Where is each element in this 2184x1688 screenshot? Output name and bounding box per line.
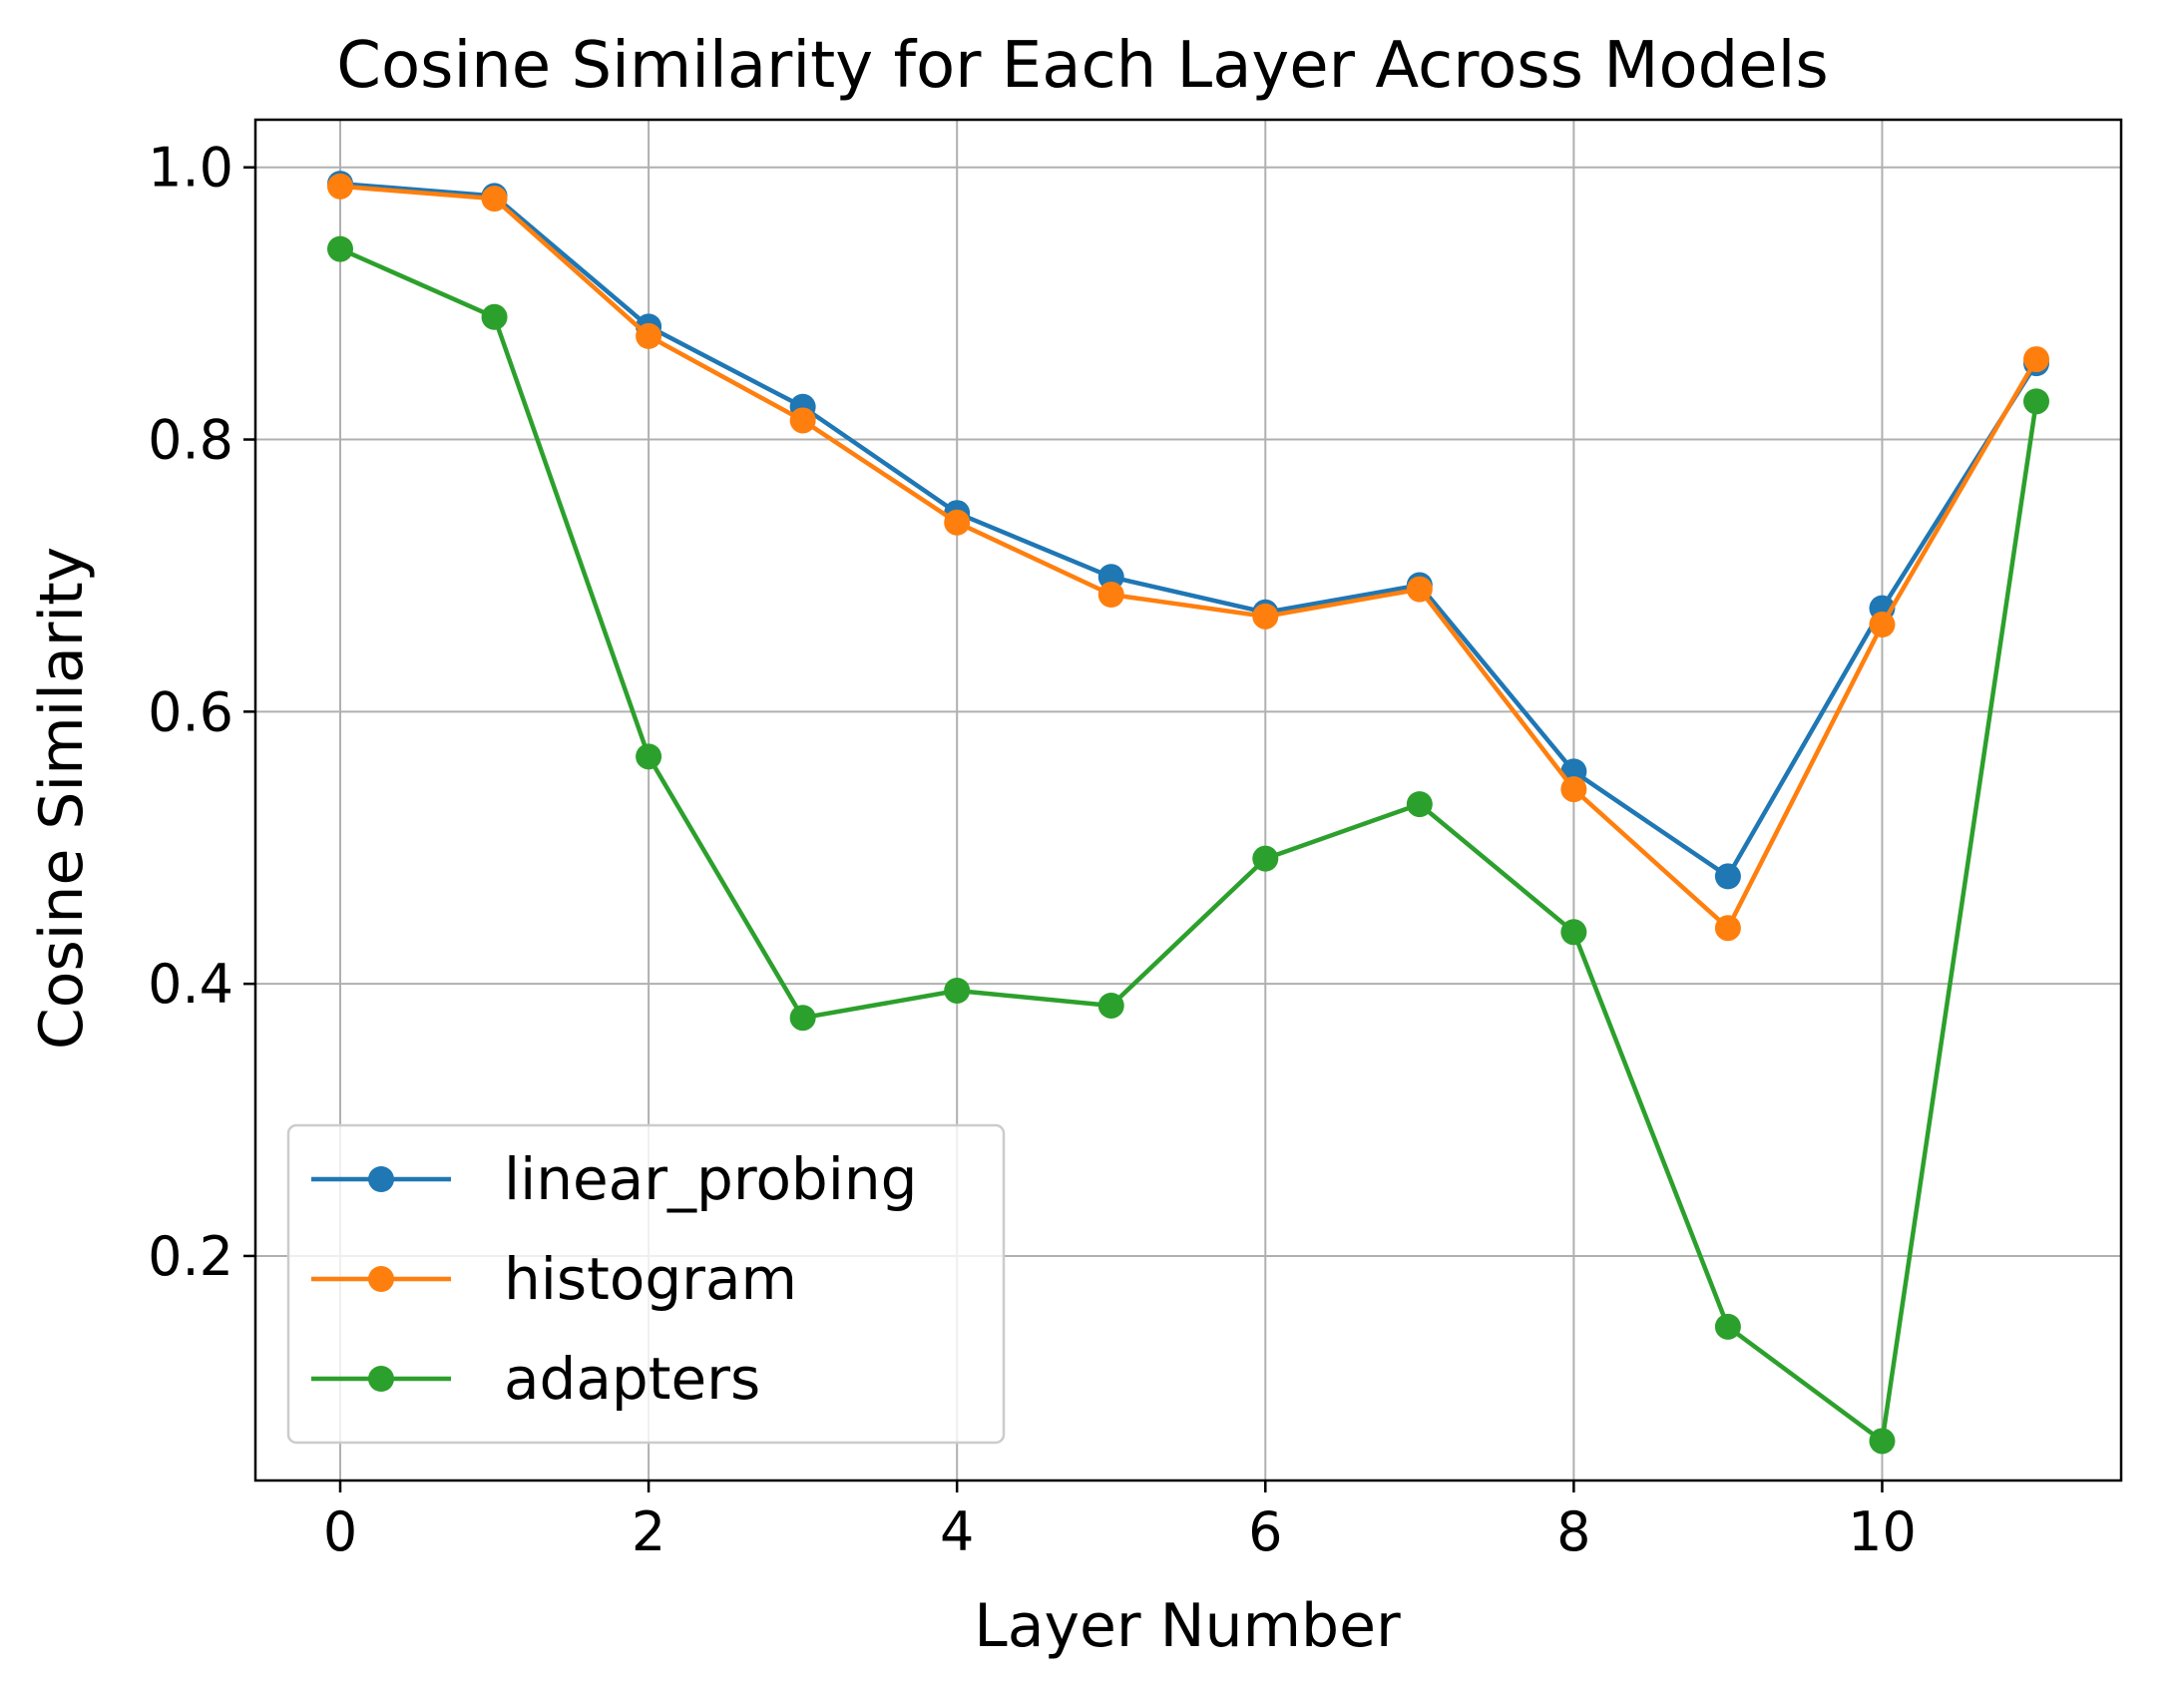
data-point-histogram (1097, 582, 1124, 609)
data-point-histogram (481, 186, 508, 212)
data-point-histogram (327, 173, 353, 200)
data-point-adapters (1869, 1428, 1896, 1455)
y-axis-label: Cosine Similarity (27, 547, 97, 1050)
legend-label-histogram: histogram (504, 1245, 797, 1313)
legend-marker-adapters (368, 1366, 394, 1392)
data-point-adapters (481, 303, 508, 330)
y-tick-label: 0.4 (148, 953, 233, 1016)
series-line-linear_probing (339, 181, 2038, 879)
legend-label-linear_probing: linear_probing (504, 1145, 917, 1213)
data-point-adapters (636, 743, 662, 770)
data-point-histogram (1869, 612, 1896, 638)
grid-lines (255, 120, 2121, 1480)
x-tick-label: 2 (632, 1500, 665, 1563)
data-point-adapters (1560, 919, 1587, 946)
data-point-linear_probing (1714, 863, 1741, 890)
data-point-adapters (1714, 1313, 1741, 1340)
series-line-adapters (339, 246, 2039, 1444)
data-point-histogram (636, 322, 662, 349)
x-tick-label: 0 (323, 1500, 357, 1563)
y-tick-label: 0.6 (148, 680, 233, 743)
series-line-histogram (339, 184, 2038, 931)
x-tick-label: 8 (1556, 1500, 1590, 1563)
data-point-adapters (1406, 791, 1433, 818)
x-tick-label: 4 (940, 1500, 974, 1563)
chart-title: Cosine Similarity for Each Layer Across … (336, 29, 1829, 103)
legend-marker-linear_probing (368, 1166, 394, 1192)
x-axis-label: Layer Number (974, 1591, 1401, 1661)
legend-label-adapters: adapters (504, 1345, 760, 1413)
y-tick-label: 1.0 (148, 137, 233, 200)
data-point-histogram (1406, 576, 1433, 603)
x-tick-label: 10 (1848, 1500, 1917, 1563)
y-tick-label: 0.2 (148, 1225, 233, 1288)
data-point-histogram (789, 407, 816, 434)
data-point-histogram (1714, 915, 1741, 942)
y-axis: 0.2 0.4 0.6 0.8 1.0 (148, 137, 255, 1288)
legend: linear_probing histogram adapters (286, 1123, 1006, 1445)
data-point-histogram (2023, 346, 2049, 373)
x-tick-label: 6 (1248, 1500, 1282, 1563)
plot-frame (253, 118, 2123, 1482)
legend-marker-histogram (368, 1266, 394, 1292)
data-point-adapters (327, 235, 353, 262)
series-layer (327, 171, 2049, 1455)
data-point-adapters (1097, 992, 1124, 1019)
data-point-histogram (1560, 776, 1587, 803)
data-point-adapters (944, 977, 971, 1004)
x-axis: 0 2 4 6 8 10 (323, 1480, 1917, 1563)
data-point-adapters (1252, 845, 1279, 872)
data-point-adapters (789, 1005, 816, 1032)
data-point-adapters (2023, 388, 2049, 415)
legend-box (286, 1123, 1006, 1445)
data-point-histogram (1252, 603, 1279, 630)
data-point-histogram (944, 509, 971, 536)
y-tick-label: 0.8 (148, 409, 233, 472)
